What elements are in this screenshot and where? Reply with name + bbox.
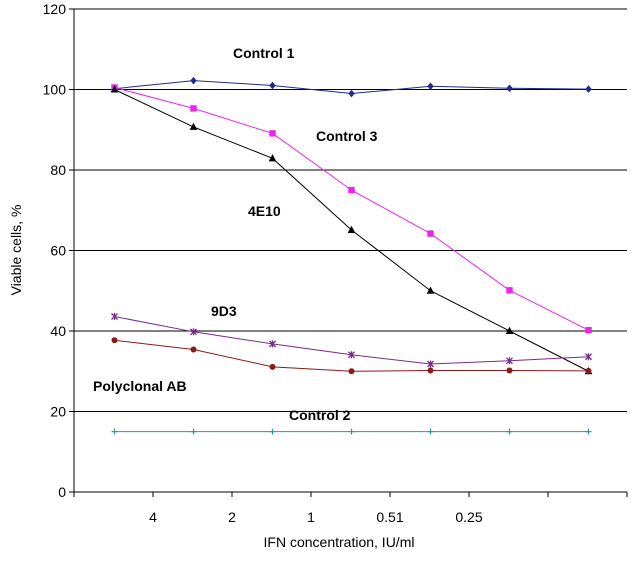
- x-tick-label: 2: [228, 509, 236, 525]
- data-point: [427, 428, 434, 435]
- data-point: [348, 186, 355, 194]
- x-tick-label: 0.51: [376, 509, 403, 525]
- data-point: [268, 154, 277, 162]
- data-point: [427, 367, 434, 374]
- data-point: [506, 287, 513, 294]
- series-annotation: Control 1: [233, 45, 295, 61]
- data-point: [506, 84, 513, 93]
- data-point: [348, 368, 355, 375]
- data-point: [585, 367, 592, 374]
- data-point: [189, 122, 198, 130]
- data-point: [585, 326, 592, 334]
- data-point: [190, 105, 197, 112]
- data-point: [347, 225, 356, 233]
- data-point: [190, 346, 197, 353]
- data-point: [427, 230, 434, 237]
- data-point: [506, 357, 513, 365]
- y-tick-label: 120: [43, 1, 67, 17]
- data-point: [585, 353, 592, 361]
- series-line: [114, 87, 589, 331]
- x-axis-title: IFN concentration, IU/ml: [264, 534, 415, 550]
- x-tick-label: 4: [149, 509, 157, 525]
- data-point: [585, 85, 592, 93]
- data-point: [269, 130, 276, 137]
- y-tick-label: 20: [50, 404, 66, 420]
- data-point: [427, 360, 434, 368]
- series-annotation: 9D3: [211, 303, 237, 319]
- data-point: [269, 363, 276, 370]
- data-point: [506, 367, 513, 374]
- data-point: [190, 328, 197, 336]
- series-9d3: [111, 313, 592, 368]
- series-annotation: Control 2: [289, 407, 351, 423]
- y-tick-label: 0: [58, 484, 66, 500]
- y-tick-label: 100: [43, 82, 67, 98]
- axes: [69, 8, 628, 497]
- series-annotation: Control 3: [316, 128, 378, 144]
- data-point: [426, 286, 435, 294]
- data-point: [110, 85, 119, 93]
- y-tick-label: 40: [50, 323, 66, 339]
- data-point: [348, 89, 355, 98]
- series-polyclonal-ab: [111, 337, 592, 375]
- series-annotation: 4E10: [248, 203, 281, 219]
- data-point: [427, 82, 434, 91]
- series-lines: [110, 76, 593, 435]
- series-annotation: Polyclonal AB: [93, 378, 187, 394]
- data-point: [190, 76, 197, 85]
- data-point: [269, 340, 276, 348]
- data-point: [505, 326, 514, 334]
- y-tick-label: 80: [50, 162, 66, 178]
- data-point: [506, 428, 513, 435]
- x-tick-label: 0.25: [455, 509, 482, 525]
- data-point: [111, 337, 118, 344]
- series-control-1: [111, 76, 592, 98]
- data-point: [269, 81, 276, 90]
- data-point: [348, 428, 355, 435]
- data-point: [269, 428, 276, 435]
- y-tick-label: 60: [50, 243, 66, 259]
- gridlines: [74, 8, 627, 412]
- data-point: [111, 313, 118, 321]
- x-tick-label: 1: [307, 509, 315, 525]
- data-point: [585, 428, 592, 435]
- y-axis-title: Viable cells, %: [8, 205, 24, 296]
- data-point: [348, 351, 355, 359]
- data-point: [111, 428, 118, 435]
- labels: 0 20 40 60 80 100 120 4 2 1 0.51 0.25 Control 1 Contr…: [43, 1, 483, 525]
- data-point: [190, 428, 197, 435]
- series-control-2: [111, 428, 592, 435]
